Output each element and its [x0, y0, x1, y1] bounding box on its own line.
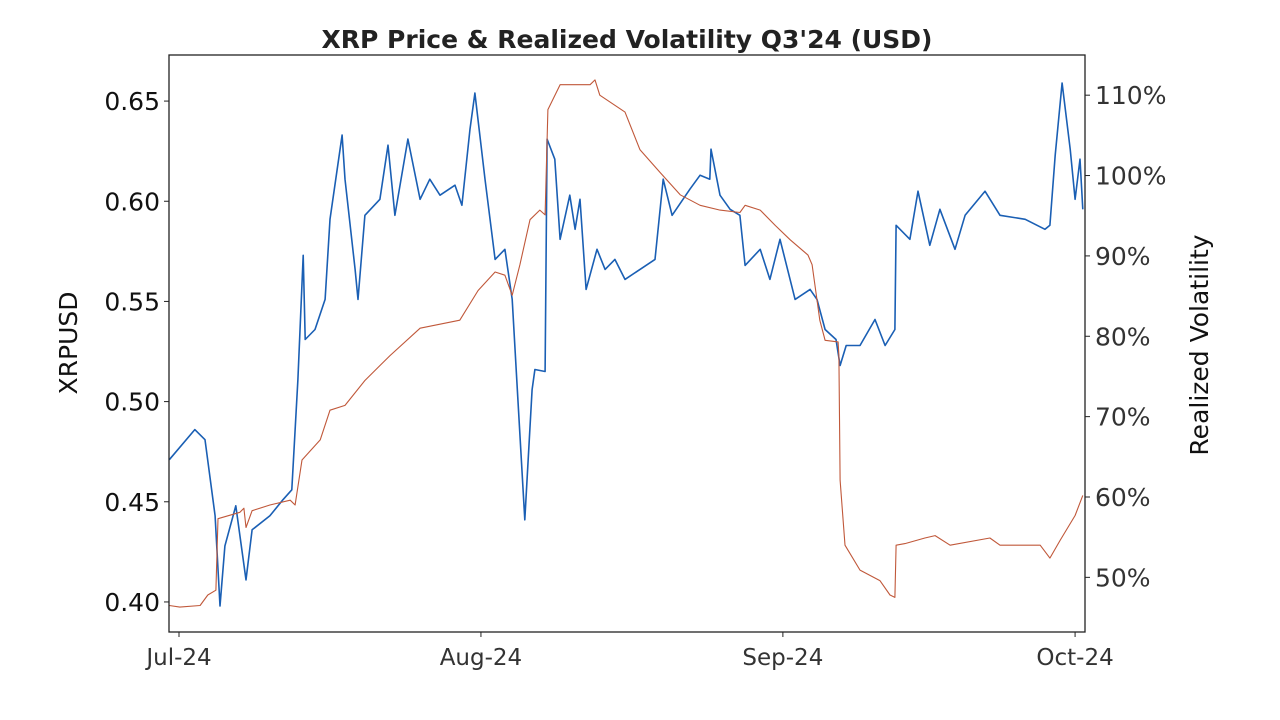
- plot-frame: [168, 54, 1086, 633]
- x-tick-label: Oct-24: [1036, 645, 1113, 671]
- y-axis-left-label: XRPUSD: [54, 292, 83, 395]
- y-axis-right-label: Realized Volatility: [1185, 234, 1214, 455]
- volatility-line: [169, 79, 1084, 608]
- y-left-tick-label: 0.55: [104, 287, 160, 316]
- y-right-tick-label: 80%: [1095, 322, 1151, 351]
- y-right-tick-label: 110%: [1095, 81, 1166, 110]
- x-tick-label: Jul-24: [144, 645, 211, 671]
- tick-layer: 0.40 0.45 0.50 0.55 0.60 0.65 50% 60% 70% 80% 90% 1…: [104, 81, 1166, 671]
- y-left-tick-label: 0.65: [104, 87, 160, 116]
- series-layer: [168, 79, 1084, 608]
- y-right-tick-label: 90%: [1095, 242, 1151, 271]
- x-tick-label: Sep-24: [742, 645, 823, 671]
- chart-title: XRP Price & Realized Volatility Q3'24 (U…: [322, 25, 933, 54]
- y-right-tick-label: 50%: [1095, 563, 1151, 592]
- y-right-tick-label: 60%: [1095, 483, 1151, 512]
- y-right-tick-label: 100%: [1095, 162, 1166, 191]
- price-line: [168, 82, 1084, 607]
- y-right-tick-label: 70%: [1095, 403, 1151, 432]
- y-left-tick-label: 0.60: [104, 187, 160, 216]
- y-left-tick-label: 0.45: [104, 488, 160, 517]
- y-left-tick-label: 0.50: [104, 388, 160, 417]
- x-tick-label: Aug-24: [440, 645, 522, 671]
- y-left-tick-label: 0.40: [104, 588, 160, 617]
